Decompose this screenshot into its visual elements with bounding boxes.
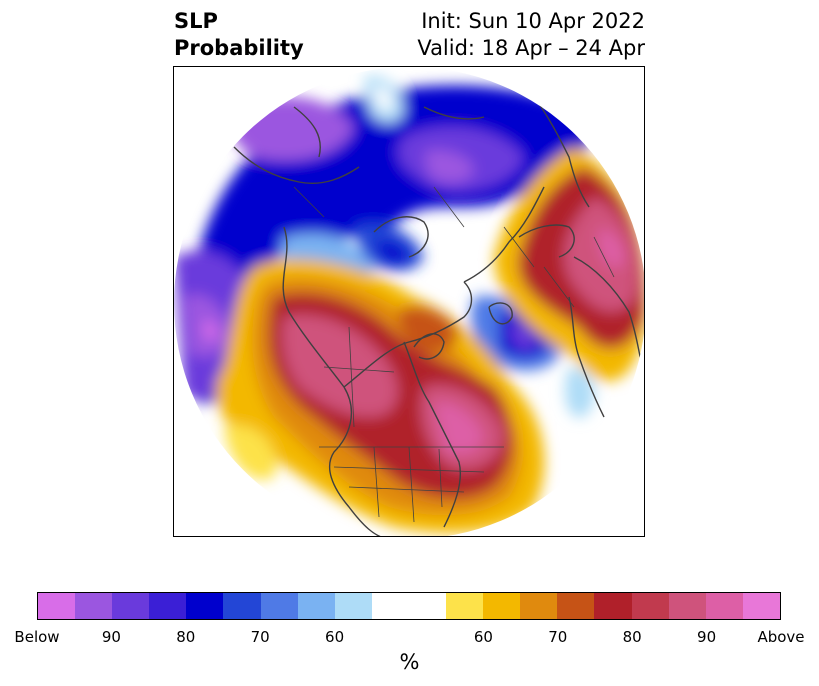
title-product: Probability xyxy=(174,36,304,60)
colorbar-tick-label: 80 xyxy=(176,628,196,646)
colorbar-cell xyxy=(334,593,372,619)
colorbar-labels: Below 90 80 70 60 60 70 80 90 Above xyxy=(0,628,819,648)
title-variable: SLP xyxy=(174,9,218,33)
colorbar-cell xyxy=(223,593,261,619)
colorbar-cell xyxy=(742,593,780,619)
plot-title-right: Init: Sun 10 Apr 2022 Valid: 18 Apr – 24… xyxy=(417,8,645,62)
colorbar-cell xyxy=(520,593,558,619)
colorbar-cell xyxy=(149,593,187,619)
colorbar-cell xyxy=(75,593,113,619)
colorbar-tick-label: 60 xyxy=(325,628,345,646)
colorbar xyxy=(37,592,781,620)
colorbar-cell xyxy=(186,593,224,619)
colorbar-cell xyxy=(705,593,743,619)
colorbar-cell xyxy=(557,593,595,619)
colorbar-cell xyxy=(297,593,335,619)
colorbar-tick-label: Below xyxy=(14,628,60,646)
colorbar-cell xyxy=(594,593,632,619)
colorbar-cell xyxy=(446,593,484,619)
colorbar-tick-label: 90 xyxy=(101,628,121,646)
map-panel xyxy=(173,66,645,537)
colorbar-unit-label: % xyxy=(399,650,420,674)
colorbar-cell xyxy=(631,593,669,619)
plot-title-left: SLP Probability xyxy=(174,8,304,62)
political-borders xyxy=(293,186,615,523)
colorbar-tick-label: 70 xyxy=(548,628,568,646)
colorbar-tick-label: 90 xyxy=(697,628,717,646)
valid-range: Valid: 18 Apr – 24 Apr xyxy=(417,36,645,60)
colorbar-cell xyxy=(38,593,76,619)
probability-map xyxy=(174,67,644,536)
colorbar-cell xyxy=(483,593,521,619)
colorbar-cell xyxy=(112,593,150,619)
colorbar-cell xyxy=(408,593,447,619)
probability-field xyxy=(174,76,644,533)
coastlines xyxy=(233,86,644,536)
colorbar-tick-label: 70 xyxy=(250,628,270,646)
colorbar-cell xyxy=(668,593,706,619)
init-date: Init: Sun 10 Apr 2022 xyxy=(421,9,645,33)
colorbar-tick-label: 80 xyxy=(622,628,642,646)
colorbar-tick-label: Above xyxy=(757,628,805,646)
colorbar-cell xyxy=(371,593,409,619)
colorbar-tick-label: 60 xyxy=(473,628,493,646)
colorbar-cell xyxy=(260,593,298,619)
